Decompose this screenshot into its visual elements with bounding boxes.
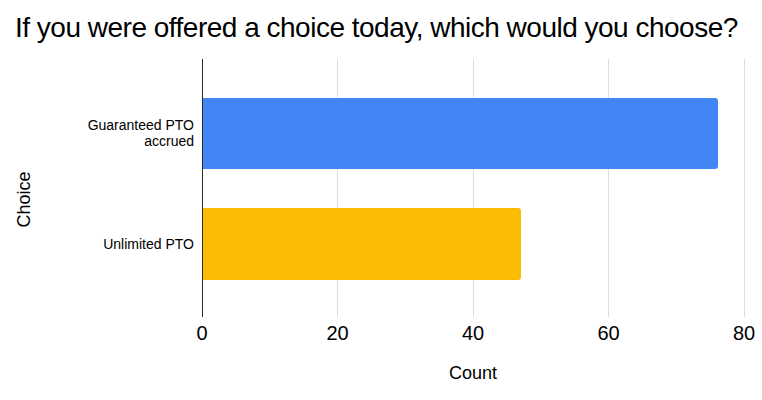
category-label-2: Unlimited PTO [54,236,194,252]
x-tick-label-20: 20 [326,322,348,344]
bar-chart: If you were offered a choice today, whic… [0,0,762,400]
gridline-80 [744,59,745,317]
category-label-1: Guaranteed PTO accrued [54,117,194,149]
x-tick-label-60: 60 [597,322,619,344]
chart-title: If you were offered a choice today, whic… [15,10,755,46]
bar-unlimited-pto [203,208,521,280]
y-axis-line [202,59,203,317]
bar-guaranteed-pto-accrued [203,98,718,169]
x-tick-label-80: 80 [733,322,755,344]
y-axis-title: Choice [14,171,35,227]
x-tick-label-0: 0 [196,322,207,344]
y-axis-title-container: Choice [4,59,44,339]
x-axis-title: Count [202,363,744,384]
plot-area [202,59,744,317]
x-tick-label-40: 40 [462,322,484,344]
